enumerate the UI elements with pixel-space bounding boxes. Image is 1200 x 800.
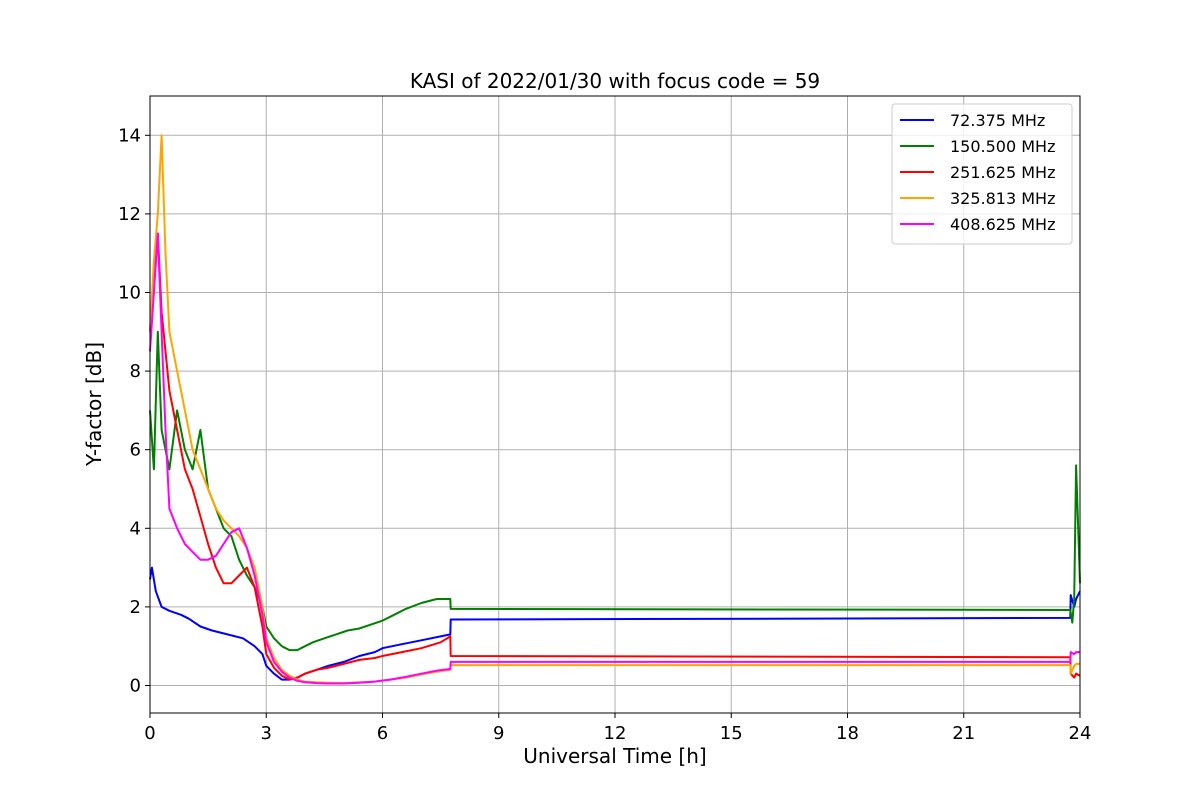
- y-tick-label: 10: [118, 282, 141, 303]
- legend-label: 408.625 MHz: [950, 215, 1055, 234]
- x-tick-label: 3: [261, 723, 272, 744]
- series-line-2: [149, 330, 1081, 652]
- legend-label: 325.813 MHz: [950, 189, 1055, 208]
- x-tick-label: 18: [836, 723, 859, 744]
- legend-label: 72.375 MHz: [950, 111, 1045, 130]
- chart-title: KASI of 2022/01/30 with focus code = 59: [410, 69, 820, 93]
- legend-box: [891, 103, 1073, 245]
- y-tick-label: 6: [130, 440, 141, 461]
- x-axis: 0 3 6 9 12 15 18 21 24: [144, 713, 1091, 744]
- y-tick-label: 4: [130, 518, 141, 539]
- y-tick-label: 0: [130, 675, 141, 696]
- x-tick-label: 0: [144, 723, 155, 744]
- series-line-3: [149, 232, 1081, 681]
- x-tick-label: 21: [952, 723, 975, 744]
- x-tick-label: 9: [493, 723, 504, 744]
- legend-label: 251.625 MHz: [950, 163, 1055, 182]
- y-axis: 0 2 4 6 8 10 12 14: [118, 125, 150, 696]
- legend-label: 150.500 MHz: [950, 137, 1055, 156]
- y-tick-label: 2: [130, 597, 141, 618]
- x-tick-label: 6: [377, 723, 388, 744]
- y-tick-label: 12: [118, 204, 141, 225]
- x-axis-label: Universal Time [h]: [523, 744, 706, 768]
- y-axis-label: Y-factor [dB]: [82, 342, 106, 467]
- x-tick-label: 24: [1069, 723, 1092, 744]
- legend: 72.375 MHz 150.500 MHz 251.625 MHz 325.813 …: [891, 103, 1073, 245]
- x-tick-label: 15: [720, 723, 743, 744]
- y-tick-label: 8: [130, 361, 141, 382]
- y-tick-label: 14: [118, 125, 141, 146]
- series-line-5: [149, 232, 1080, 685]
- x-tick-label: 12: [604, 723, 627, 744]
- series-layer: [149, 134, 1081, 685]
